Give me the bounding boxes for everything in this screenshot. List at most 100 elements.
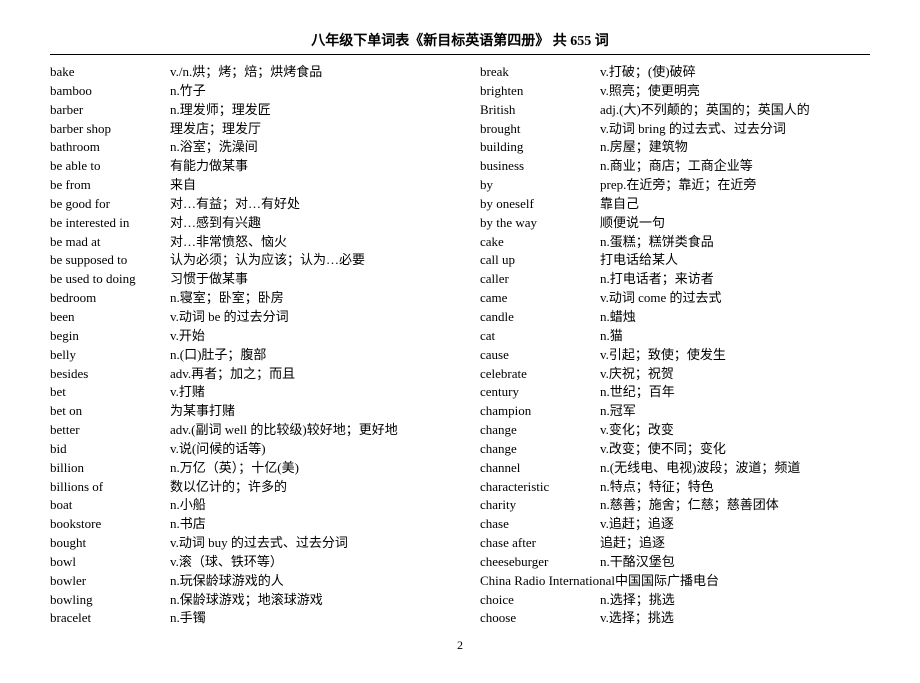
vocab-entry: be able to有能力做某事 <box>50 157 440 176</box>
vocab-entry: changev.变化；改变 <box>480 421 870 440</box>
vocab-word: choose <box>480 609 600 628</box>
vocab-definition: v.打赌 <box>170 384 205 399</box>
vocab-definition: v.动词 buy 的过去式、过去分词 <box>170 535 348 550</box>
vocab-definition: 为某事打赌 <box>170 403 235 418</box>
vocab-definition: v.引起；致使；使发生 <box>600 347 726 362</box>
vocab-entry: changev.改变；使不同；变化 <box>480 440 870 459</box>
vocab-entry: camev.动词 come 的过去式 <box>480 289 870 308</box>
vocab-definition: 打电话给某人 <box>600 252 678 267</box>
vocab-word: brought <box>480 120 600 139</box>
vocab-entry: be interested in对…感到有兴趣 <box>50 214 440 233</box>
vocab-definition: 来自 <box>170 177 196 192</box>
vocab-word: century <box>480 383 600 402</box>
vocab-word: barber shop <box>50 120 170 139</box>
vocab-definition: v.改变；使不同；变化 <box>600 441 726 456</box>
vocab-definition: n.手镯 <box>170 610 206 625</box>
vocab-entry: beenv.动词 be 的过去分词 <box>50 308 440 327</box>
vocab-entry: call up打电话给某人 <box>480 251 870 270</box>
vocab-word: came <box>480 289 600 308</box>
vocab-word: be from <box>50 176 170 195</box>
vocab-definition: v.动词 bring 的过去式、过去分词 <box>600 121 786 136</box>
vocab-entry: candlen.蜡烛 <box>480 308 870 327</box>
vocab-entry: callern.打电话者；来访者 <box>480 270 870 289</box>
vocab-entry: barbern.理发师；理发匠 <box>50 101 440 120</box>
vocab-word: cake <box>480 233 600 252</box>
vocab-entry: channeln.(无线电、电视)波段；波道；频道 <box>480 459 870 478</box>
vocab-definition: v.说(问候的话等) <box>170 441 266 456</box>
vocab-word: cat <box>480 327 600 346</box>
vocab-word: cause <box>480 346 600 365</box>
vocab-word: celebrate <box>480 365 600 384</box>
vocab-definition: 认为必须；认为应该；认为…必要 <box>170 252 365 267</box>
vocab-entry: brightenv.照亮；使更明亮 <box>480 82 870 101</box>
vocab-entry: charityn.慈善；施舍；仁慈；慈善团体 <box>480 496 870 515</box>
vocab-word: British <box>480 101 600 120</box>
vocab-entry: cheeseburgern.干酪汉堡包 <box>480 553 870 572</box>
vocab-definition: n.书店 <box>170 516 206 531</box>
vocab-entry: byprep.在近旁；靠近；在近旁 <box>480 176 870 195</box>
vocab-word: chase <box>480 515 600 534</box>
vocab-entry: by the way顺便说一句 <box>480 214 870 233</box>
vocab-entry: characteristicn.特点；特征；特色 <box>480 478 870 497</box>
vocab-word: by <box>480 176 600 195</box>
column-left: bakev./n.烘；烤；焙；烘烤食品bamboon.竹子barbern.理发师… <box>50 63 440 628</box>
vocab-word: bookstore <box>50 515 170 534</box>
vocab-entry: catn.猫 <box>480 327 870 346</box>
vocab-word: by the way <box>480 214 600 233</box>
vocab-word: bowl <box>50 553 170 572</box>
vocab-word: business <box>480 157 600 176</box>
vocab-definition: n.世纪；百年 <box>600 384 675 399</box>
vocab-word: be able to <box>50 157 170 176</box>
vocab-entry: bookstoren.书店 <box>50 515 440 534</box>
vocab-word: boat <box>50 496 170 515</box>
vocab-definition: n.猫 <box>600 328 623 343</box>
vocab-word: be mad at <box>50 233 170 252</box>
vocab-definition: 追赶；追逐 <box>600 535 665 550</box>
vocab-word: characteristic <box>480 478 600 497</box>
vocab-definition: adv.再者；加之；而且 <box>170 366 295 381</box>
vocab-entry: boatn.小船 <box>50 496 440 515</box>
vocab-entry: China Radio International中国国际广播电台 <box>480 572 870 591</box>
vocab-word: bowler <box>50 572 170 591</box>
vocab-entry: bowlingn.保龄球游戏；地滚球游戏 <box>50 591 440 610</box>
vocab-entry: choosev.选择；挑选 <box>480 609 870 628</box>
vocab-word: barber <box>50 101 170 120</box>
vocab-entry: bamboon.竹子 <box>50 82 440 101</box>
vocab-word: be interested in <box>50 214 170 233</box>
vocab-definition: n.特点；特征；特色 <box>600 479 714 494</box>
vocab-entry: be supposed to认为必须；认为应该；认为…必要 <box>50 251 440 270</box>
vocab-word: better <box>50 421 170 440</box>
vocab-word: bamboo <box>50 82 170 101</box>
vocab-word: change <box>480 421 600 440</box>
vocab-definition: v.选择；挑选 <box>600 610 674 625</box>
vocab-definition: 对…有益；对…有好处 <box>170 196 300 211</box>
vocab-entry: causev.引起；致使；使发生 <box>480 346 870 365</box>
page-number: 2 <box>50 638 870 653</box>
vocab-columns: bakev./n.烘；烤；焙；烘烤食品bamboon.竹子barbern.理发师… <box>50 63 870 628</box>
vocab-entry: be from来自 <box>50 176 440 195</box>
vocab-word: billion <box>50 459 170 478</box>
vocab-definition: v.动词 be 的过去分词 <box>170 309 289 324</box>
vocab-entry: be good for对…有益；对…有好处 <box>50 195 440 214</box>
vocab-entry: breakv.打破；(使)破碎 <box>480 63 870 82</box>
vocab-word: caller <box>480 270 600 289</box>
vocab-entry: bathroomn.浴室；洗澡间 <box>50 138 440 157</box>
vocab-definition: n.寝室；卧室；卧房 <box>170 290 284 305</box>
vocab-word: bowling <box>50 591 170 610</box>
vocab-word: be supposed to <box>50 251 170 270</box>
vocab-entry: centuryn.世纪；百年 <box>480 383 870 402</box>
vocab-word: bet on <box>50 402 170 421</box>
vocab-definition: n.理发师；理发匠 <box>170 102 271 117</box>
vocab-word: brighten <box>480 82 600 101</box>
vocab-definition: n.打电话者；来访者 <box>600 271 714 286</box>
vocab-word: bid <box>50 440 170 459</box>
vocab-definition: n.冠军 <box>600 403 636 418</box>
vocab-definition: 中国国际广播电台 <box>615 573 719 588</box>
vocab-definition: n.(口)肚子；腹部 <box>170 347 266 362</box>
vocab-definition: n.干酪汉堡包 <box>600 554 675 569</box>
vocab-entry: celebratev.庆祝；祝贺 <box>480 365 870 384</box>
vocab-definition: v.追赶；追逐 <box>600 516 674 531</box>
vocab-definition: n.玩保龄球游戏的人 <box>170 573 284 588</box>
vocab-definition: 靠自己 <box>600 196 639 211</box>
vocab-word: building <box>480 138 600 157</box>
